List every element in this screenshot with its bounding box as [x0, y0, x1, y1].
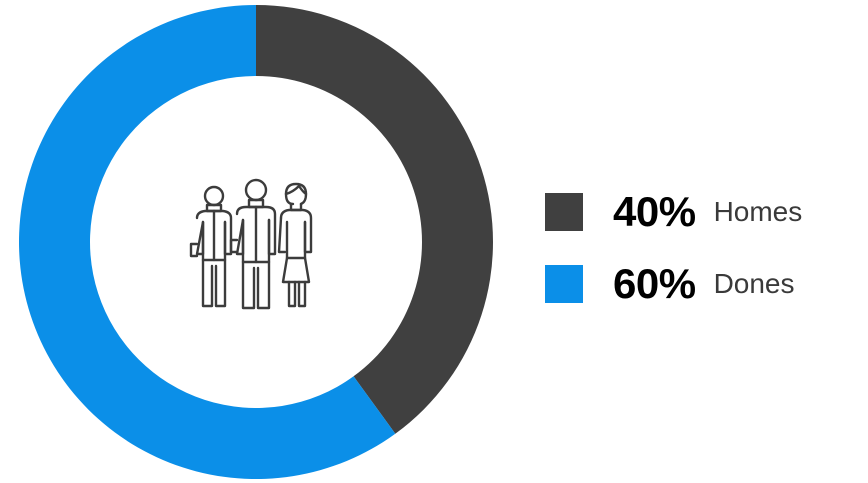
legend-label-dones: Dones — [714, 268, 795, 300]
legend-percent-dones: 60% — [613, 260, 696, 308]
legend-swatch-homes — [545, 193, 583, 231]
legend-swatch-dones — [545, 265, 583, 303]
legend-label-homes: Homes — [714, 196, 803, 228]
chart-legend: 40% Homes 60% Dones — [545, 186, 865, 330]
legend-percent-homes: 40% — [613, 188, 696, 236]
legend-item-dones: 60% Dones — [545, 258, 865, 310]
legend-item-homes: 40% Homes — [545, 186, 865, 238]
people-group-icon — [183, 178, 329, 320]
